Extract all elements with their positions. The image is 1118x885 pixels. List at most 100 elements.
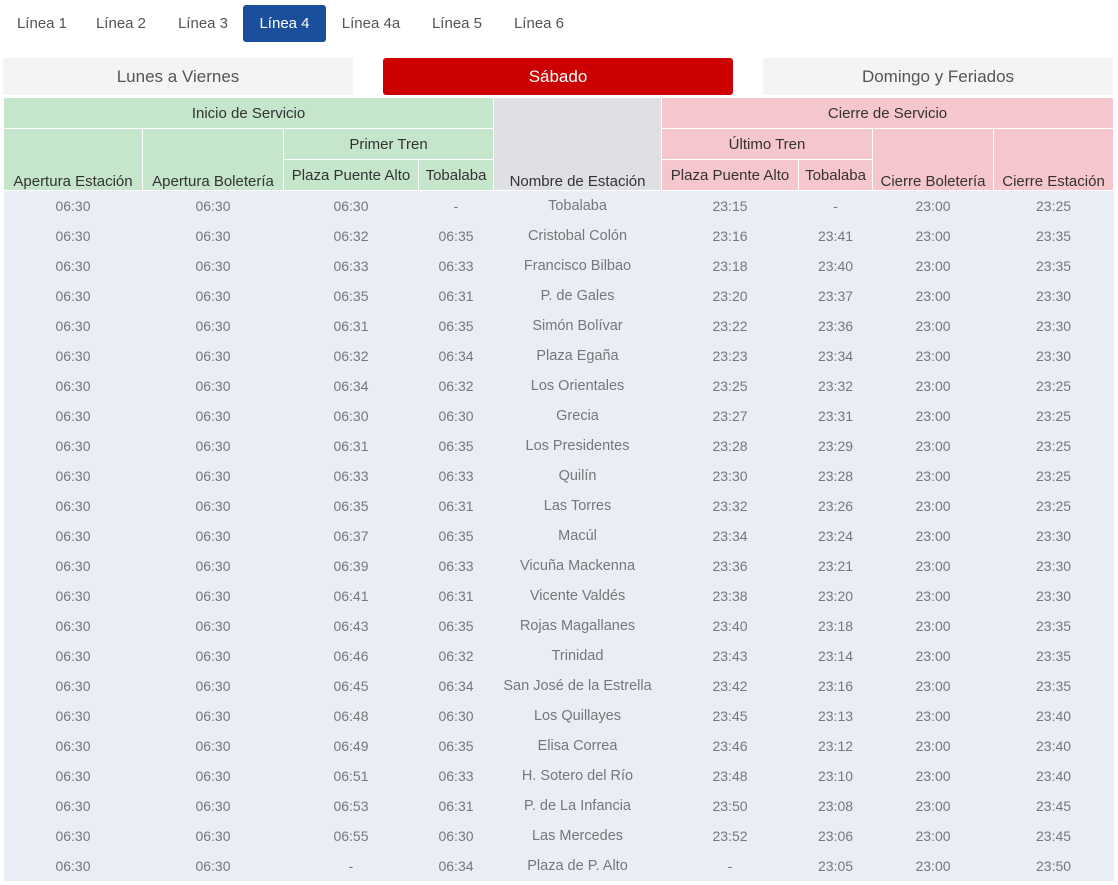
schedule-table: Inicio de Servicio Nombre de Estación Ci… xyxy=(2,97,1115,881)
schedule-body: 06:30 06:30 06:30- Tobalaba 23:15-23:00 23:25… xyxy=(3,190,1114,881)
cell-cierre-boleteria: 23:00 xyxy=(872,341,994,371)
cell-nombre-estacion: Francisco Bilbao xyxy=(493,251,662,281)
cell-apertura-estacion: 06:30 xyxy=(3,791,143,821)
cell-apertura-estacion: 06:30 xyxy=(3,491,143,521)
cell-apertura-estacion: 06:30 xyxy=(3,731,143,761)
cell-cierre-estacion: 23:40 xyxy=(993,761,1114,791)
cell-primer-tren-tobalaba: 06:31 xyxy=(418,491,494,521)
cell-primer-tren-tobalaba: 06:35 xyxy=(418,521,494,551)
tab-domingo-y-feriados[interactable]: Domingo y Feriados xyxy=(763,58,1113,95)
cell-primer-tren-tobalaba: - xyxy=(418,190,494,221)
cell-cierre-boleteria: 23:00 xyxy=(872,701,994,731)
table-row: 06:30 06:30 06:41 06:31 Vicente Valdés 23:38 2… xyxy=(3,581,1114,611)
cell-cierre-boleteria: 23:00 xyxy=(872,431,994,461)
cell-cierre-boleteria: 23:00 xyxy=(872,221,994,251)
cell-ultimo-tren-plaza-puente-alto: 23:32 xyxy=(661,491,799,521)
cell-apertura-estacion: 06:30 xyxy=(3,251,143,281)
cell-primer-tren-plaza-puente-alto: 06:33 xyxy=(283,461,419,491)
cell-apertura-boleteria: 06:30 xyxy=(142,461,284,491)
cell-primer-tren-plaza-puente-alto: 06:30 xyxy=(283,401,419,431)
cell-ultimo-tren-plaza-puente-alto: 23:23 xyxy=(661,341,799,371)
cell-primer-tren-plaza-puente-alto: 06:32 xyxy=(283,341,419,371)
tab-linea-6[interactable]: Línea 6 xyxy=(513,15,565,32)
cell-cierre-boleteria: 23:00 xyxy=(872,731,994,761)
cell-cierre-boleteria: 23:00 xyxy=(872,251,994,281)
cell-cierre-boleteria: 23:00 xyxy=(872,641,994,671)
table-row: 06:30 06:30 06:43 06:35 Rojas Magallanes 23:4… xyxy=(3,611,1114,641)
tab-lunes-a-viernes[interactable]: Lunes a Viernes xyxy=(3,58,353,95)
cell-ultimo-tren-plaza-puente-alto: 23:34 xyxy=(661,521,799,551)
tab-linea-2[interactable]: Línea 2 xyxy=(95,15,147,32)
cell-primer-tren-plaza-puente-alto: 06:39 xyxy=(283,551,419,581)
cell-ultimo-tren-tobalaba: 23:40 xyxy=(798,251,873,281)
cell-ultimo-tren-plaza-puente-alto: 23:20 xyxy=(661,281,799,311)
cell-ultimo-tren-tobalaba: 23:08 xyxy=(798,791,873,821)
cell-ultimo-tren-plaza-puente-alto: 23:16 xyxy=(661,221,799,251)
cell-apertura-estacion: 06:30 xyxy=(3,701,143,731)
cell-apertura-boleteria: 06:30 xyxy=(142,401,284,431)
cell-cierre-estacion: 23:35 xyxy=(993,611,1114,641)
tab-linea-4a[interactable]: Línea 4a xyxy=(341,15,401,32)
table-row: 06:30 06:30 06:53 06:31 P. de La Infancia 23:… xyxy=(3,791,1114,821)
day-tabs: Lunes a Viernes Sábado Domingo y Feriado… xyxy=(0,56,1118,97)
cell-nombre-estacion: Plaza de P. Alto xyxy=(493,851,662,881)
cell-primer-tren-tobalaba: 06:32 xyxy=(418,371,494,401)
cell-nombre-estacion: P. de Gales xyxy=(493,281,662,311)
header-inicio-servicio: Inicio de Servicio xyxy=(2,97,495,129)
cell-ultimo-tren-plaza-puente-alto: 23:48 xyxy=(661,761,799,791)
cell-apertura-boleteria: 06:30 xyxy=(142,611,284,641)
cell-primer-tren-plaza-puente-alto: 06:45 xyxy=(283,671,419,701)
cell-ultimo-tren-plaza-puente-alto: 23:38 xyxy=(661,581,799,611)
cell-ultimo-tren-tobalaba: 23:34 xyxy=(798,341,873,371)
cell-nombre-estacion: Quilín xyxy=(493,461,662,491)
cell-nombre-estacion: Los Quillayes xyxy=(493,701,662,731)
header-primer-tren: Primer Tren xyxy=(282,128,495,160)
header-ultimo-tren-plaza-puente-alto: Plaza Puente Alto xyxy=(661,159,800,191)
cell-ultimo-tren-tobalaba: 23:26 xyxy=(798,491,873,521)
cell-cierre-estacion: 23:45 xyxy=(993,821,1114,851)
cell-primer-tren-tobalaba: 06:31 xyxy=(418,581,494,611)
cell-apertura-estacion: 06:30 xyxy=(3,431,143,461)
cell-apertura-estacion: 06:30 xyxy=(3,311,143,341)
cell-apertura-boleteria: 06:30 xyxy=(142,491,284,521)
cell-primer-tren-plaza-puente-alto: 06:55 xyxy=(283,821,419,851)
cell-primer-tren-tobalaba: 06:31 xyxy=(418,281,494,311)
cell-cierre-estacion: 23:25 xyxy=(993,371,1114,401)
cell-primer-tren-tobalaba: 06:34 xyxy=(418,851,494,881)
cell-primer-tren-tobalaba: 06:35 xyxy=(418,221,494,251)
cell-primer-tren-plaza-puente-alto: 06:31 xyxy=(283,431,419,461)
tab-linea-1[interactable]: Línea 1 xyxy=(16,15,68,32)
cell-cierre-estacion: 23:35 xyxy=(993,221,1114,251)
cell-primer-tren-tobalaba: 06:34 xyxy=(418,671,494,701)
table-row: 06:30 06:30 06:55 06:30 Las Mercedes 23:52 23:… xyxy=(3,821,1114,851)
cell-primer-tren-tobalaba: 06:34 xyxy=(418,341,494,371)
cell-apertura-boleteria: 06:30 xyxy=(142,791,284,821)
table-row: 06:30 06:30 06:31 06:35 Los Presidentes 23:28… xyxy=(3,431,1114,461)
cell-ultimo-tren-tobalaba: 23:13 xyxy=(798,701,873,731)
cell-primer-tren-tobalaba: 06:33 xyxy=(418,761,494,791)
cell-primer-tren-plaza-puente-alto: 06:49 xyxy=(283,731,419,761)
cell-ultimo-tren-tobalaba: 23:37 xyxy=(798,281,873,311)
cell-cierre-estacion: 23:50 xyxy=(993,851,1114,881)
cell-ultimo-tren-plaza-puente-alto: 23:45 xyxy=(661,701,799,731)
cell-ultimo-tren-plaza-puente-alto: 23:15 xyxy=(661,190,799,221)
cell-ultimo-tren-plaza-puente-alto: 23:22 xyxy=(661,311,799,341)
cell-apertura-estacion: 06:30 xyxy=(3,521,143,551)
cell-nombre-estacion: Las Torres xyxy=(493,491,662,521)
cell-primer-tren-tobalaba: 06:31 xyxy=(418,791,494,821)
cell-ultimo-tren-plaza-puente-alto: 23:40 xyxy=(661,611,799,641)
header-apertura-boleteria: Apertura Boletería xyxy=(142,128,284,191)
cell-cierre-estacion: 23:25 xyxy=(993,401,1114,431)
header-apertura-estacion: Apertura Estación xyxy=(3,128,143,191)
tab-linea-4[interactable]: Línea 4 xyxy=(243,5,326,42)
cell-apertura-estacion: 06:30 xyxy=(3,581,143,611)
tab-linea-5[interactable]: Línea 5 xyxy=(431,15,483,32)
cell-apertura-estacion: 06:30 xyxy=(3,641,143,671)
header-ultimo-tren-tobalaba: Tobalaba xyxy=(798,159,874,191)
tab-sabado[interactable]: Sábado xyxy=(383,58,733,95)
cell-primer-tren-tobalaba: 06:35 xyxy=(418,611,494,641)
cell-ultimo-tren-tobalaba: 23:24 xyxy=(798,521,873,551)
cell-primer-tren-tobalaba: 06:32 xyxy=(418,641,494,671)
cell-ultimo-tren-plaza-puente-alto: 23:50 xyxy=(661,791,799,821)
tab-linea-3[interactable]: Línea 3 xyxy=(177,15,229,32)
